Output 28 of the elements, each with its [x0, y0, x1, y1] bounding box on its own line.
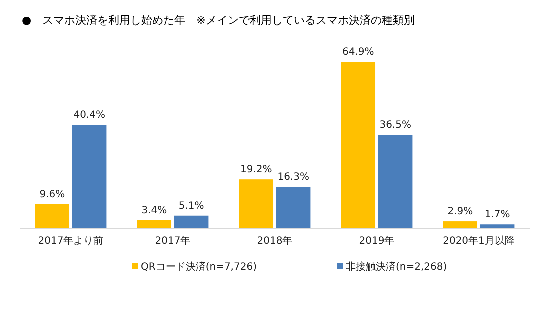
data-label: 1.7%: [484, 210, 510, 221]
bar: [443, 222, 478, 229]
bar: [174, 216, 209, 229]
legend-label: QRコード決済(n=7,726): [141, 261, 258, 273]
x-tick-label: 2019年: [359, 235, 395, 248]
legend-label: 非接触決済(n=2,268): [346, 261, 448, 273]
bar: [72, 125, 107, 229]
bar: [239, 180, 274, 229]
bar: [137, 220, 172, 229]
x-tick-label: 2017年: [155, 235, 191, 248]
chart-title: ● スマホ決済を利用し始めた年 ※メインで利用しているスマホ決済の種類別: [22, 14, 415, 27]
bar: [378, 135, 413, 229]
x-tick-label: 2017年より前: [38, 235, 104, 248]
data-label: 9.6%: [40, 189, 66, 200]
bar: [35, 204, 70, 229]
data-label: 5.1%: [178, 200, 204, 212]
x-tick-label: 2018年: [257, 235, 293, 248]
data-label: 3.4%: [142, 205, 168, 216]
data-label: 36.5%: [380, 120, 412, 132]
data-label: 2.9%: [448, 206, 474, 218]
data-label: 40.4%: [74, 110, 106, 122]
data-label: 16.3%: [278, 172, 310, 184]
bar: [480, 224, 515, 229]
bar: [341, 62, 376, 229]
x-tick-label: 2020年1月以降: [443, 235, 515, 248]
data-label: 19.2%: [240, 164, 272, 176]
data-label: 64.9%: [342, 47, 374, 58]
bar: [276, 187, 311, 229]
